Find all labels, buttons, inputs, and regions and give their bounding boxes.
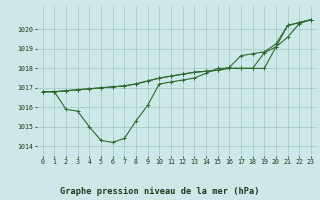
Text: Graphe pression niveau de la mer (hPa): Graphe pression niveau de la mer (hPa) bbox=[60, 187, 260, 196]
